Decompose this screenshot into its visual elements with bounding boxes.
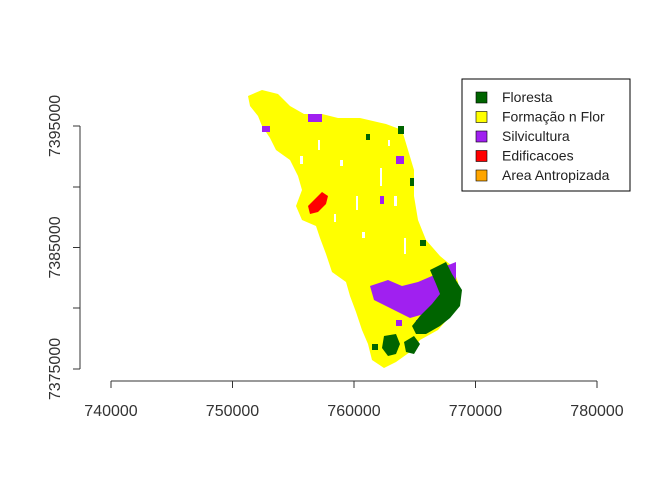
- region-edificacoes: [308, 192, 328, 214]
- legend-key-0: [475, 91, 488, 104]
- x-tick-label: 760000: [327, 403, 380, 420]
- legend-key-2: [475, 130, 488, 143]
- y-axis: [73, 125, 81, 370]
- unmapped-gaps: [300, 140, 406, 254]
- x-axis: [110, 380, 598, 388]
- y-tick-label: 7385000: [47, 216, 64, 278]
- y-tick-labels: 7395000 7385000 7375000: [47, 95, 64, 400]
- legend-label-1: Formação n Flor: [502, 109, 605, 125]
- region-floresta: [366, 126, 462, 356]
- legend-key-1: [475, 111, 488, 123]
- x-tick-labels: 740000 750000 760000 770000 780000: [84, 403, 623, 420]
- y-tick-label: 7375000: [47, 338, 64, 400]
- x-tick-label: 750000: [206, 403, 259, 420]
- legend-label-4: Area Antropizada: [502, 167, 610, 183]
- legend-box: [461, 78, 631, 192]
- x-tick-label: 770000: [449, 403, 502, 420]
- legend-label-0: Floresta: [502, 89, 553, 105]
- legend-label-2: Silvicultura: [502, 128, 570, 144]
- legend: Floresta Formação n Flor Silvicultura Edifi…: [461, 78, 631, 192]
- legend-label-3: Edificacoes: [502, 148, 574, 164]
- map-region: [248, 90, 462, 368]
- x-tick-label: 780000: [570, 403, 623, 420]
- legend-key-4: [475, 169, 488, 182]
- legend-key-3: [475, 150, 488, 162]
- x-tick-label: 740000: [84, 403, 137, 420]
- y-tick-label: 7395000: [47, 95, 64, 157]
